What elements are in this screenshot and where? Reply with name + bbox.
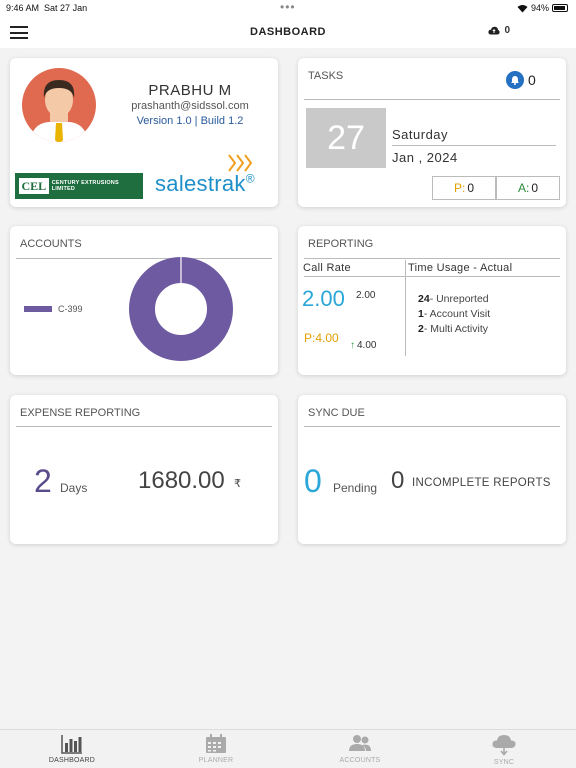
date-day: 27 [306,108,386,168]
currency-symbol: ₹ [234,478,241,490]
pending-count: 0 [304,463,322,499]
divider [304,99,560,100]
call-rate-value: 2.00 [302,286,345,311]
chart-legend: C-399 [24,304,83,314]
top-nav-bar: DASHBOARD 0 [0,16,576,48]
planned-value: 0 [467,181,475,195]
legend-swatch [24,306,52,312]
page-title: DASHBOARD [250,26,326,38]
battery-percent: 94% [530,3,549,13]
arrow-up-icon: ↑ [350,340,355,351]
incomplete-count: 0 [391,467,405,494]
chevrons-icon [228,154,253,172]
actual-value: 0 [531,181,539,195]
call-rate-secondary: 2.00 [356,290,376,301]
tab-label: DASHBOARD [48,757,96,764]
expense-days-value: 2 [34,463,52,499]
expense-reporting-card[interactable]: EXPENSE REPORTING 2 Days 1680.00 ₹ [10,395,278,544]
company-logo: CEL CENTURY EXTRUSIONS LIMITED [15,173,143,199]
app-version: Version 1.0 | Build 1.2 [136,115,244,127]
tasks-heading: TASKS [308,70,344,82]
time-usage-heading: Time Usage - Actual [408,262,513,274]
time-usage-item: 1- Account Visit [418,308,491,320]
tab-sync[interactable]: SYNC [432,730,576,768]
sync-due-card[interactable]: SYNC DUE 0 Pending 0 INCOMPLETE REPORTS [298,395,566,544]
planned-call-rate: P:4.00 [304,331,339,345]
company-logo-text: CENTURY EXTRUSIONS LIMITED [51,180,119,192]
cloud-upload-icon [488,26,501,35]
tab-label: ACCOUNTS [339,757,381,764]
accounts-card[interactable]: ACCOUNTS C-399 [10,226,278,375]
divider [16,426,272,427]
incomplete-label: INCOMPLETE REPORTS [412,477,551,489]
tab-dashboard[interactable]: DASHBOARD [0,730,144,768]
time-usage-item: 24- Unreported [418,293,489,305]
user-name: PRABHU M [148,82,232,99]
status-time: 9:46 AM Sat 27 Jan [6,3,88,13]
multitask-dots[interactable]: ••• [280,0,296,14]
sync-heading: SYNC DUE [308,407,365,419]
divider [16,258,272,259]
tab-planner[interactable]: PLANNER [144,730,288,768]
salestrak-logo: salestrak® [155,153,275,201]
registered-mark: ® [245,171,255,186]
calendar-icon [206,734,226,753]
sync-count: 0 [504,25,510,36]
profile-card: PRABHU M prashanth@sidssol.com Version 1… [10,58,278,207]
divider [405,260,406,356]
divider [304,276,560,277]
salestrak-logo-text: salestrak [155,171,246,196]
date-month-year: Jan , 2024 [392,150,458,165]
reporting-card[interactable]: REPORTING Call Rate Time Usage - Actual … [298,226,566,375]
expense-heading: EXPENSE REPORTING [20,407,141,419]
planned-tasks-box[interactable]: P: 0 [432,176,496,200]
pending-label: Pending [333,481,378,495]
legend-label: C-399 [58,304,83,314]
accounts-heading: ACCOUNTS [20,238,82,250]
actual-tasks-box[interactable]: A: 0 [496,176,560,200]
avatar [22,68,96,142]
expense-days-label: Days [60,481,88,495]
tab-accounts[interactable]: ACCOUNTS [288,730,432,768]
users-icon [349,735,371,751]
divider [392,145,556,146]
tab-label: SYNC [493,759,515,766]
notification-count: 0 [528,72,536,88]
tasks-card[interactable]: TASKS 0 27 Saturday Jan , 2024 P: 0 A: 0 [298,58,566,207]
actual-label: A: [517,181,530,195]
divider [304,426,560,427]
cloud-sync-icon [492,735,516,756]
reporting-heading: REPORTING [308,238,374,250]
time-usage-item: 2- Multi Activity [418,323,489,335]
status-bar: 9:46 AM Sat 27 Jan ••• 94% [0,0,576,16]
user-email: prashanth@sidssol.com [131,100,249,112]
planned-label: P: [453,181,466,195]
status-right: 94% [517,3,568,13]
company-logo-mark: CEL [19,178,49,194]
trend-value: ↑ 4.00 [350,340,377,351]
bar-chart-icon [61,735,82,754]
battery-icon [552,4,568,12]
wifi-icon [517,4,528,12]
bell-icon[interactable] [506,71,524,89]
accounts-donut-chart[interactable] [128,256,234,362]
call-rate-heading: Call Rate [303,262,351,274]
date-weekday: Saturday [392,127,449,142]
divider [304,258,560,259]
bottom-tab-bar: DASHBOARD PLANNER ACCOUNTS SYNC [0,729,576,768]
expense-amount: 1680.00 [138,467,225,494]
sync-status[interactable]: 0 [488,25,510,36]
hamburger-menu-icon[interactable] [10,26,28,39]
tab-label: PLANNER [198,757,234,764]
